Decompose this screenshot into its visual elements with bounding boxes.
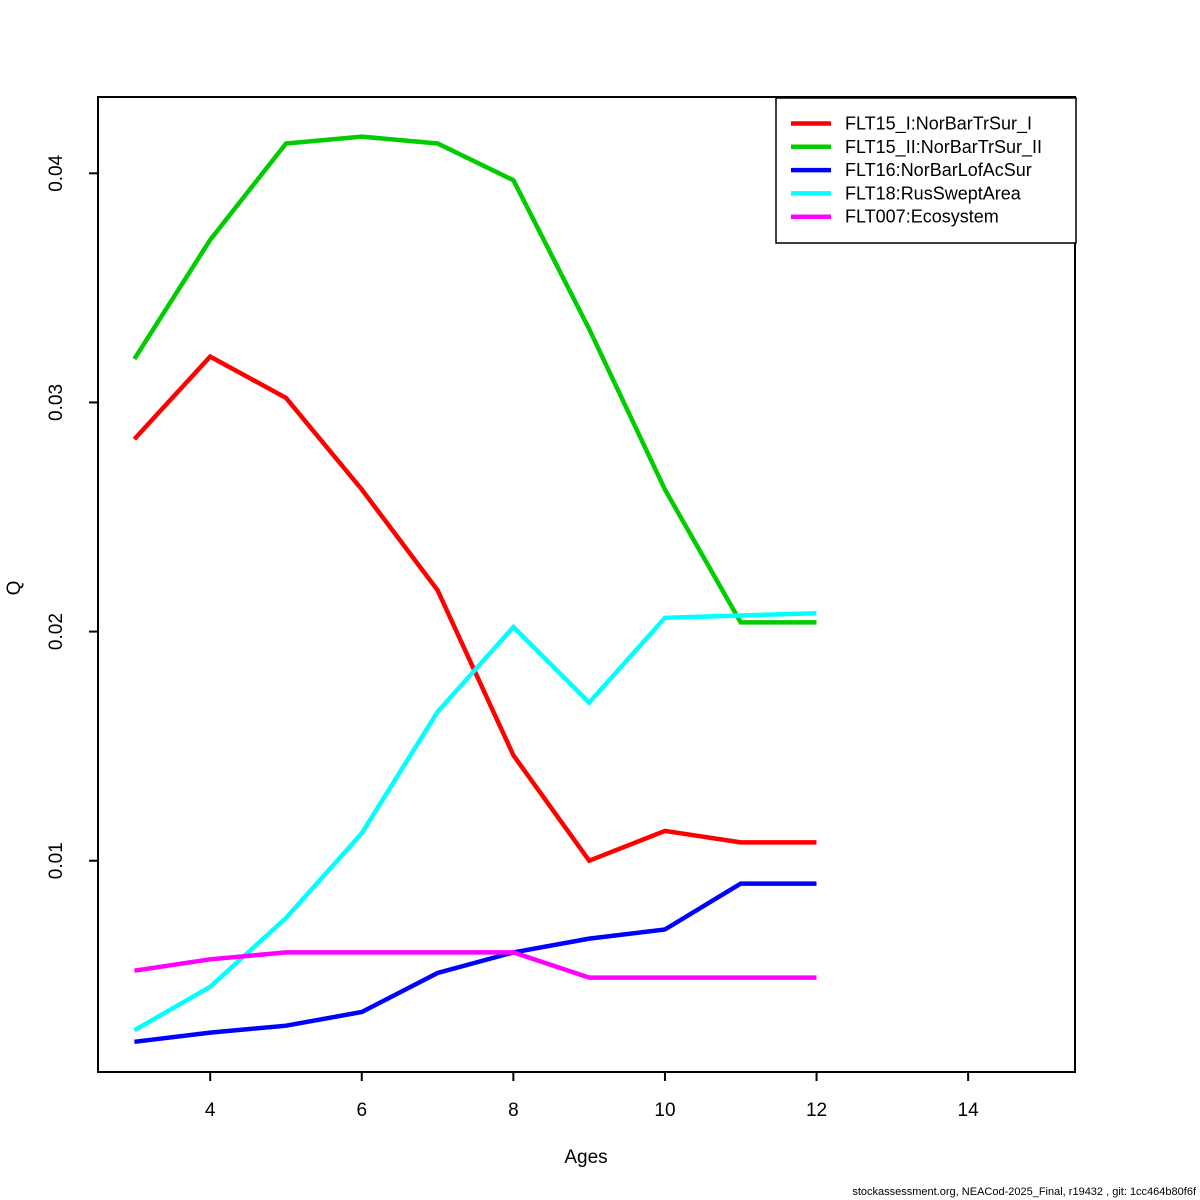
x-tick-label: 4 xyxy=(205,1100,216,1121)
plot-box xyxy=(97,96,1076,1073)
legend-label-FLT007: FLT007:Ecosystem xyxy=(845,207,999,227)
series-line-FLT007 xyxy=(134,950,817,980)
x-tick-label: 14 xyxy=(958,1100,980,1121)
series-line-FLT18 xyxy=(133,611,817,1033)
x-tick-label: 10 xyxy=(654,1100,675,1121)
x-axis-ticks: 4 6 8 10 12 14 xyxy=(205,1072,979,1121)
x-axis-label: Ages xyxy=(564,1147,607,1168)
x-tick-label: 6 xyxy=(356,1100,367,1121)
x-tick-label: 12 xyxy=(806,1100,827,1121)
y-axis-ticks: 0.01 0.02 0.03 0.04 xyxy=(46,154,98,879)
legend-label-FLT15_I: FLT15_I:NorBarTrSur_I xyxy=(845,114,1032,135)
legend-label-FLT16: FLT16:NorBarLofAcSur xyxy=(845,160,1032,180)
series-line-FLT16 xyxy=(134,881,817,1045)
y-tick-label: 0.03 xyxy=(46,384,67,421)
y-axis-label: Q xyxy=(4,581,25,596)
y-tick-label: 0.02 xyxy=(46,613,67,650)
y-tick-label: 0.01 xyxy=(46,842,67,879)
series-line-FLT15_II xyxy=(132,134,817,625)
series-line-FLT15_I xyxy=(132,353,817,864)
footer-text: stockassessment.org, NEACod-2025_Final, … xyxy=(852,1186,1197,1198)
legend-label-FLT15_II: FLT15_II:NorBarTrSur_II xyxy=(845,137,1042,158)
y-tick-label: 0.04 xyxy=(46,154,67,191)
x-tick-label: 8 xyxy=(508,1100,519,1121)
series-lines xyxy=(132,134,817,1045)
legend-label-FLT18: FLT18:RusSweptArea xyxy=(845,183,1022,203)
legend: FLT15_I:NorBarTrSur_IFLT15_II:NorBarTrSu… xyxy=(775,97,1077,244)
legend-items: FLT15_I:NorBarTrSur_IFLT15_II:NorBarTrSu… xyxy=(791,114,1042,227)
